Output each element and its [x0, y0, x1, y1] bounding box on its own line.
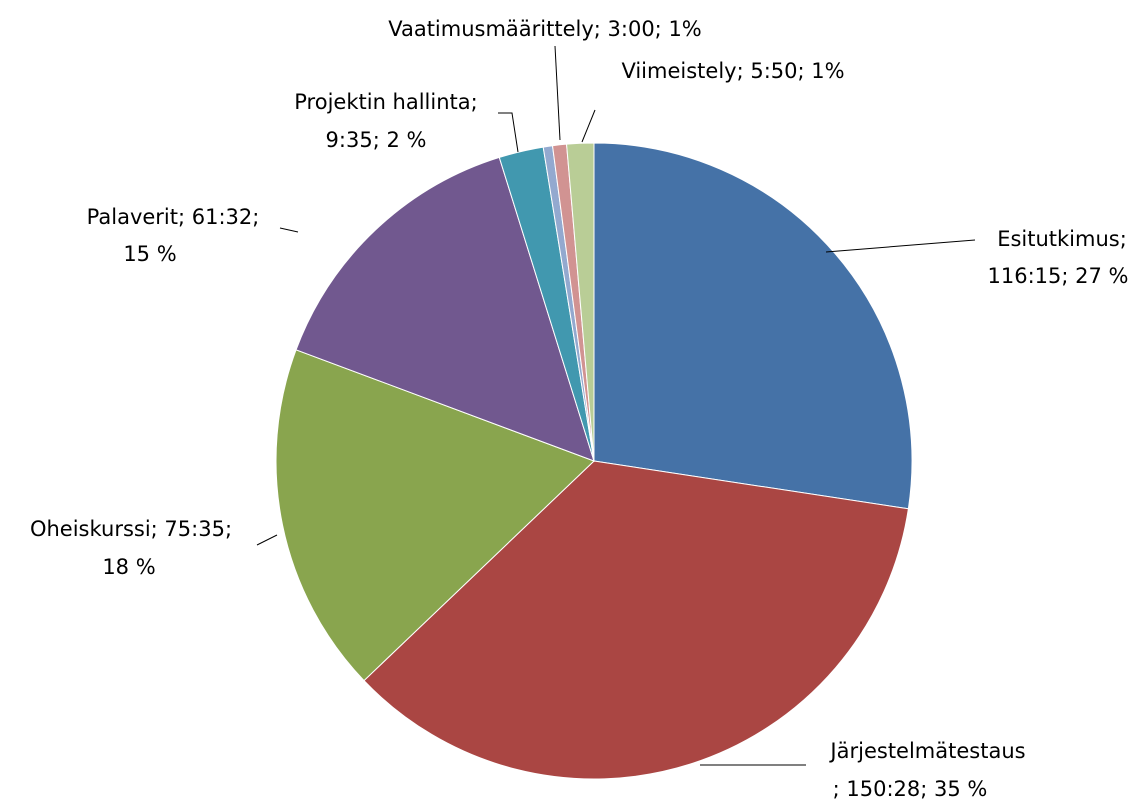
- data-label: Projektin hallinta;: [294, 90, 477, 114]
- leader-line: [256, 534, 278, 546]
- leader-line: [581, 109, 596, 143]
- data-label: 15 %: [123, 242, 176, 266]
- data-label: Esitutkimus;: [997, 227, 1127, 251]
- leader-line: [825, 239, 976, 253]
- pie-slice: [295, 156, 595, 462]
- data-label: Oheiskurssi; 75:35;: [30, 517, 232, 541]
- pie-slice: [275, 349, 595, 682]
- pie-slice: [566, 142, 595, 462]
- data-label: Palaverit; 61:32;: [87, 205, 260, 229]
- data-label: Järjestelmätestaus: [828, 739, 1025, 763]
- data-label: Viimeistely; 5:50; 1%: [621, 59, 844, 83]
- pie-slice: [363, 460, 909, 780]
- data-label: Vaatimusmäärittely; 3:00; 1%: [388, 17, 702, 41]
- leader-line: [498, 112, 519, 153]
- data-label: ; 150:28; 35 %: [833, 777, 988, 801]
- data-label: 18 %: [102, 555, 155, 579]
- pie-slice: [593, 142, 913, 510]
- data-label: 9:35; 2 %: [326, 128, 427, 152]
- leader-line: [554, 45, 561, 141]
- data-label: 116:15; 27 %: [988, 264, 1129, 288]
- leader-line: [279, 227, 299, 233]
